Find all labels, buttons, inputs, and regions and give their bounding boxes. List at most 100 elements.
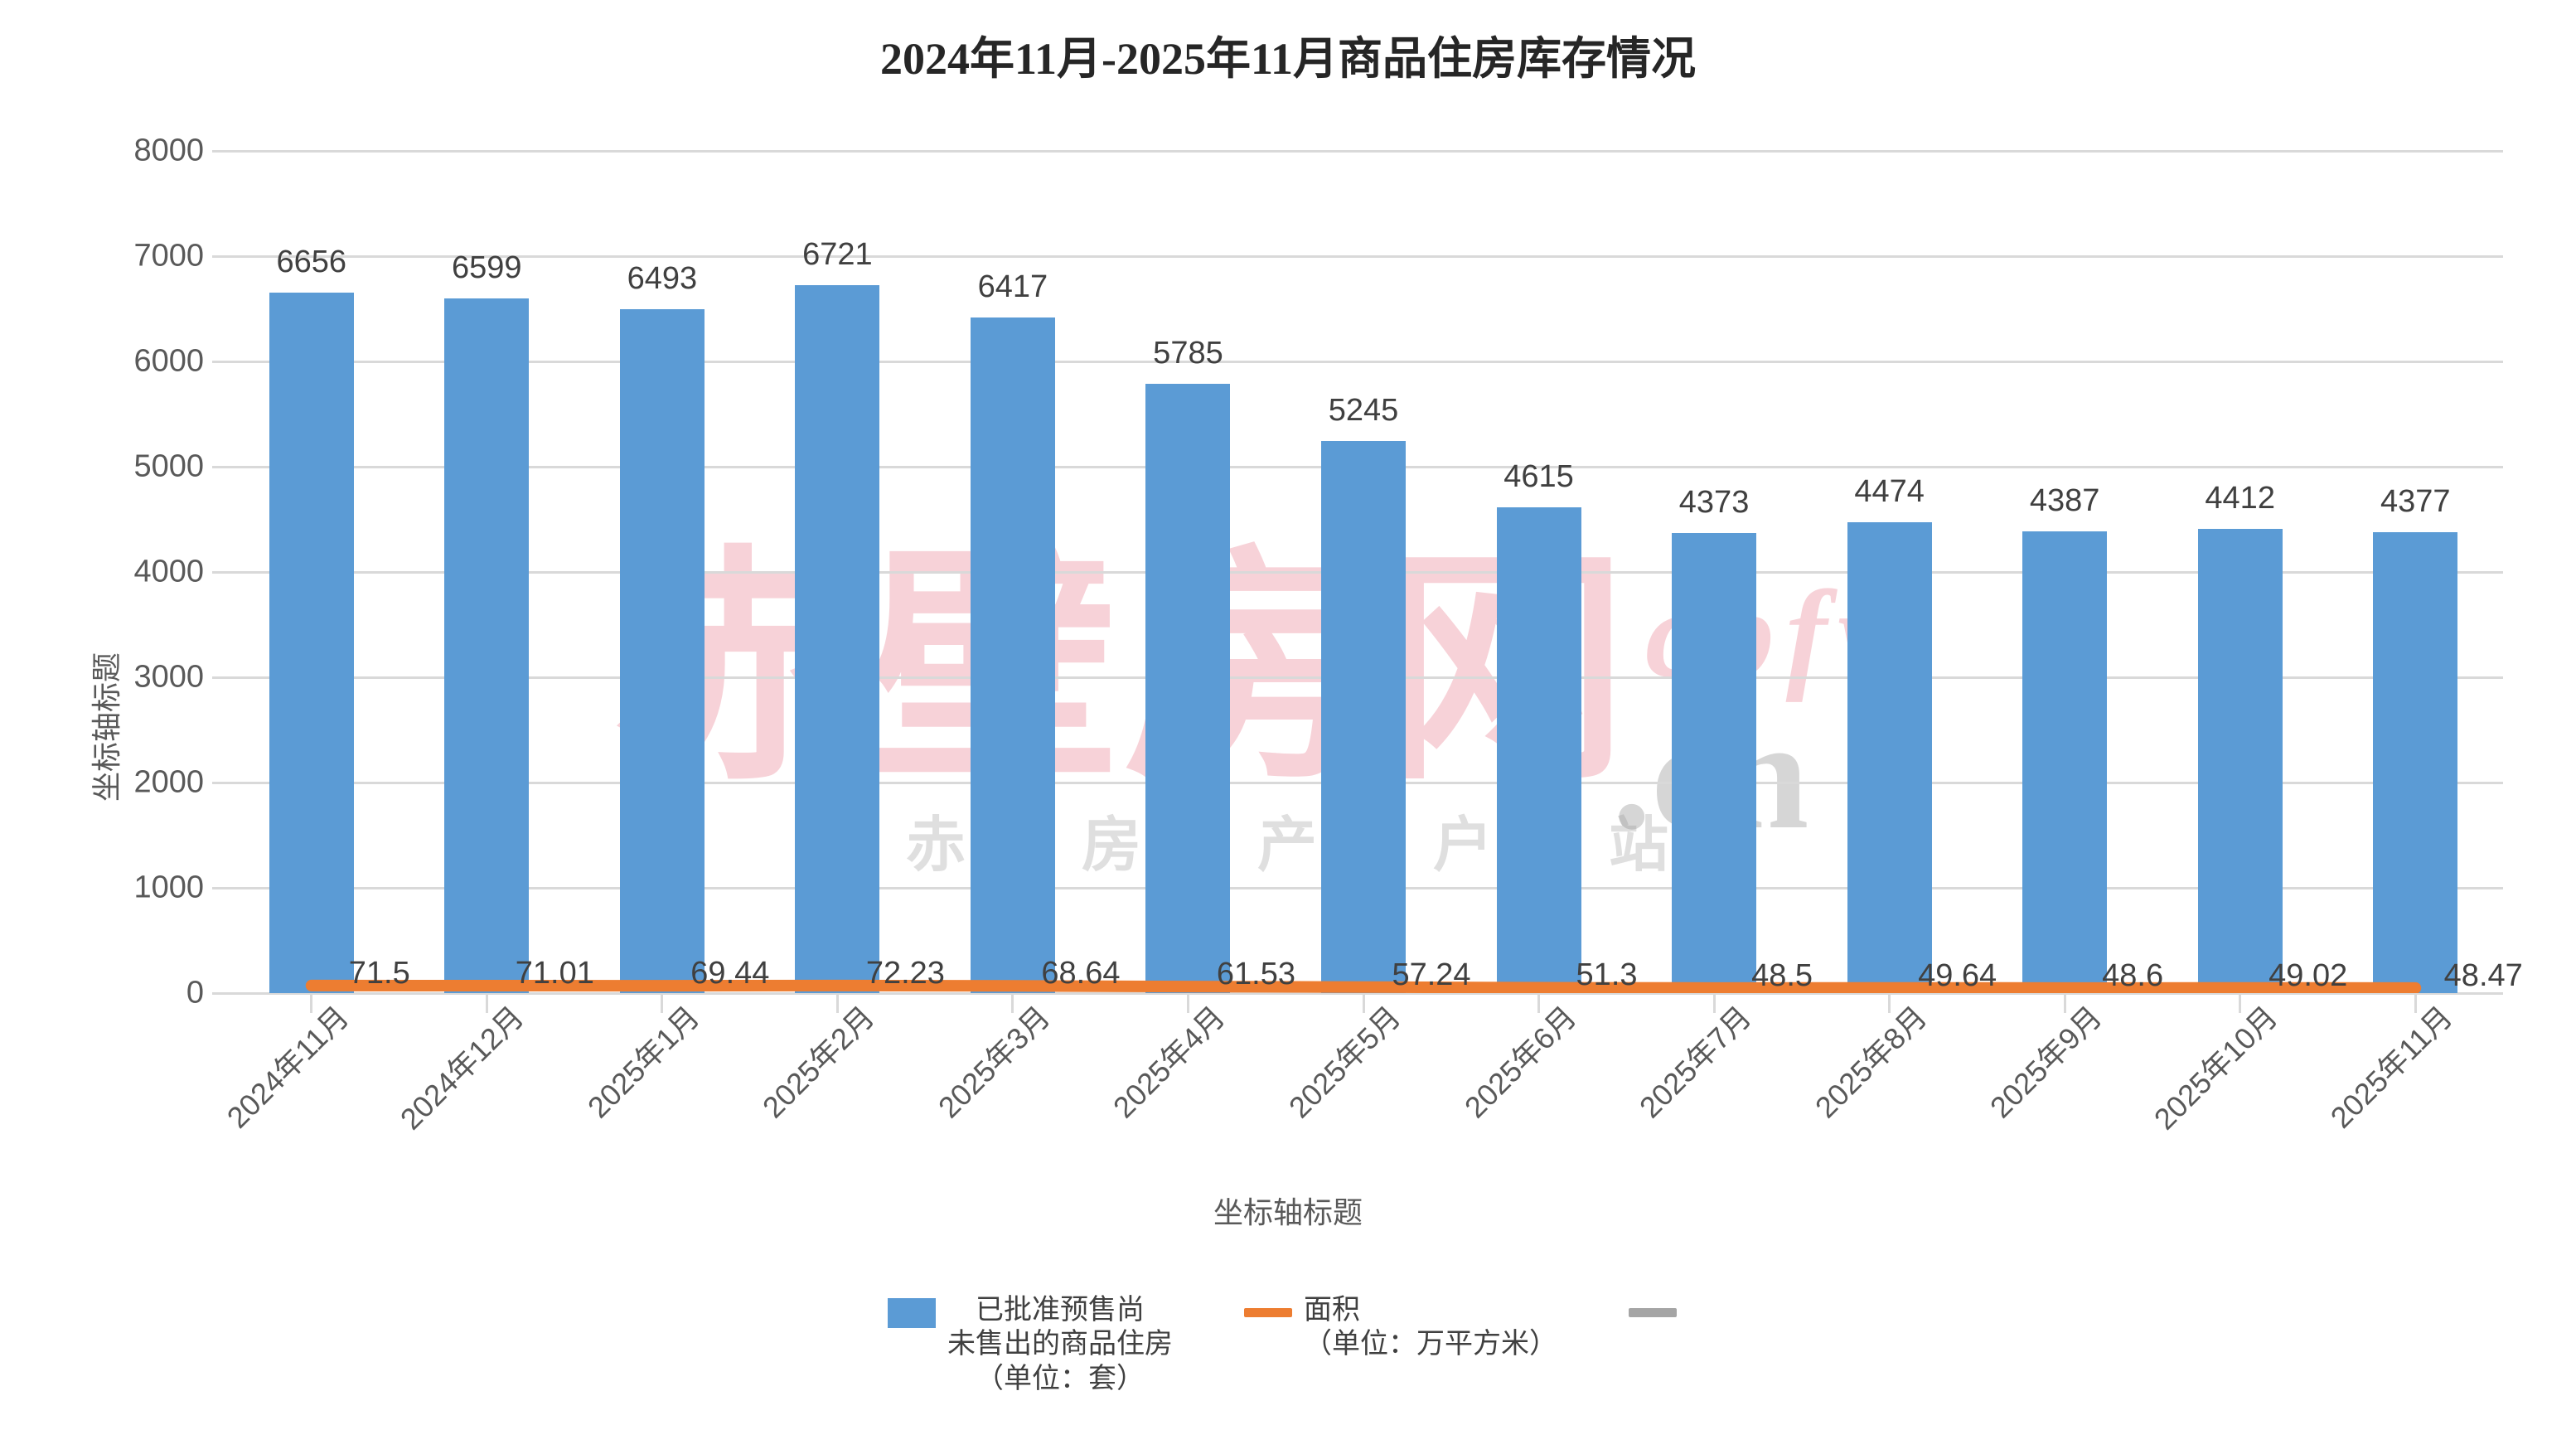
bar[interactable] <box>1847 521 1932 993</box>
legend-bar-swatch-icon <box>888 1298 936 1328</box>
line-value-label: 49.64 <box>1918 957 1997 993</box>
y-tick-label: 6000 <box>133 343 204 379</box>
bar[interactable] <box>1321 440 1406 993</box>
y-tick-mark <box>212 360 224 363</box>
line-value-label: 68.64 <box>1041 956 1121 991</box>
line-value-label: 51.3 <box>1576 957 1638 993</box>
bar-value-label: 6599 <box>452 250 522 285</box>
legend-item[interactable] <box>1629 1293 1688 1317</box>
legend-label: 面积 （单位：万平方米） <box>1304 1294 1557 1360</box>
bar[interactable] <box>2022 531 2108 993</box>
bar-value-label: 6656 <box>276 244 347 279</box>
x-tick-mark <box>2239 995 2242 1013</box>
line-series-path <box>305 979 2422 993</box>
y-tick-label: 3000 <box>133 659 204 695</box>
x-tick-mark <box>2414 995 2417 1013</box>
bar[interactable] <box>795 285 880 993</box>
y-tick-mark <box>212 570 224 574</box>
line-value-label: 57.24 <box>1392 957 1471 992</box>
bar-value-label: 4377 <box>2380 484 2451 520</box>
bar-value-label: 6493 <box>627 261 698 297</box>
x-tick-label: 2025年4月 <box>1106 999 1232 1125</box>
bar-value-label: 4412 <box>2205 480 2275 516</box>
y-tick-mark <box>212 465 224 468</box>
x-tick-mark <box>661 995 664 1013</box>
line-value-label: 49.02 <box>2269 957 2348 993</box>
line-value-label: 69.44 <box>690 956 770 991</box>
legend-item[interactable]: 面积 （单位：万平方米） <box>1244 1293 1557 1362</box>
gridline <box>224 149 2503 153</box>
x-tick-label: 2024年11月 <box>220 999 356 1135</box>
y-tick-mark <box>212 149 224 153</box>
bar-value-label: 5245 <box>1328 392 1399 428</box>
y-axis-ticks: 0 1000 2000 3000 4000 5000 6000 7000 8000 <box>0 0 224 1454</box>
bar-value-label: 4474 <box>1854 473 1925 509</box>
legend-line-swatch-gray-icon <box>1629 1308 1677 1317</box>
bar[interactable] <box>970 317 1055 993</box>
x-tick-mark <box>485 995 488 1013</box>
y-tick-label: 8000 <box>133 133 204 168</box>
bar[interactable] <box>619 309 705 993</box>
line-value-label: 48.47 <box>2443 957 2523 993</box>
x-tick-label: 2025年8月 <box>1808 999 1934 1125</box>
bar-value-label: 6721 <box>802 237 873 273</box>
bar-value-label: 4387 <box>2029 482 2100 518</box>
legend-label: 已批准预售尚 未售出的商品住房 （单位：套） <box>947 1294 1173 1394</box>
bar-value-label: 5785 <box>1153 336 1223 371</box>
x-tick-mark <box>2063 995 2066 1013</box>
line-value-label: 72.23 <box>865 955 945 991</box>
y-tick-label: 7000 <box>133 238 204 274</box>
y-tick-mark <box>212 991 224 995</box>
x-tick-label: 2025年7月 <box>1633 999 1758 1125</box>
line-series: 71.5 71.01 69.44 72.23 68.64 61.53 57.24 51.3 48… <box>224 151 2523 993</box>
y-tick-label: 4000 <box>133 554 204 589</box>
y-tick-label: 1000 <box>133 870 204 905</box>
line-value-label: 48.5 <box>1751 957 1813 993</box>
y-tick-label: 5000 <box>133 448 204 484</box>
legend-line-swatch-icon <box>1244 1308 1292 1317</box>
y-tick-mark <box>212 886 224 889</box>
x-tick-label: 2025年6月 <box>1457 999 1583 1125</box>
x-tick-label: 2025年10月 <box>2147 999 2284 1137</box>
chart-title: 2024年11月-2025年11月商品住房库存情况 <box>879 34 1697 84</box>
gridline <box>224 991 2503 995</box>
y-tick-mark <box>212 254 224 258</box>
x-tick-mark <box>1011 995 1014 1013</box>
x-tick-mark <box>1362 995 1365 1013</box>
plot-area: 6656 6599 6493 6721 6417 5785 5245 4615 4373 4474… <box>212 149 2523 995</box>
x-axis-title: 坐标轴标题 <box>1213 1195 1363 1229</box>
x-tick-label: 2025年3月 <box>931 999 1057 1125</box>
line-value-label: 71.5 <box>348 955 410 991</box>
y-tick-mark <box>212 676 224 679</box>
y-tick-label: 2000 <box>133 764 204 800</box>
line-value-label: 48.6 <box>2102 957 2164 993</box>
x-tick-label: 2024年12月 <box>394 999 530 1137</box>
x-tick-mark <box>835 995 839 1013</box>
bar[interactable] <box>269 292 354 993</box>
bar-value-label: 6417 <box>977 269 1048 305</box>
y-tick-label: 0 <box>186 975 204 1011</box>
bar-value-label: 4615 <box>1503 458 1574 494</box>
x-tick-mark <box>1537 995 1541 1013</box>
gridline <box>224 360 2503 363</box>
bar[interactable] <box>444 298 530 993</box>
bar[interactable] <box>1672 532 1757 993</box>
legend-item[interactable]: 已批准预售尚 未售出的商品住房 （单位：套） <box>888 1293 1173 1396</box>
x-tick-label: 2025年1月 <box>580 999 706 1125</box>
y-tick-mark <box>212 781 224 784</box>
line-path[interactable] <box>305 979 2422 993</box>
line-value-label: 61.53 <box>1216 957 1295 992</box>
gridline <box>224 254 2503 258</box>
bar[interactable] <box>2197 528 2283 993</box>
bar[interactable] <box>1145 384 1231 993</box>
line-value-label: 71.01 <box>515 955 594 991</box>
bar[interactable] <box>1496 506 1581 993</box>
bar-value-label: 4373 <box>1678 484 1750 520</box>
x-tick-label: 2025年2月 <box>756 999 882 1125</box>
x-tick-mark <box>1712 995 1716 1013</box>
x-tick-label: 2025年11月 <box>2323 999 2459 1135</box>
bar[interactable] <box>2373 532 2458 993</box>
x-tick-label: 2025年9月 <box>1983 999 2109 1125</box>
x-tick-mark <box>310 995 313 1013</box>
